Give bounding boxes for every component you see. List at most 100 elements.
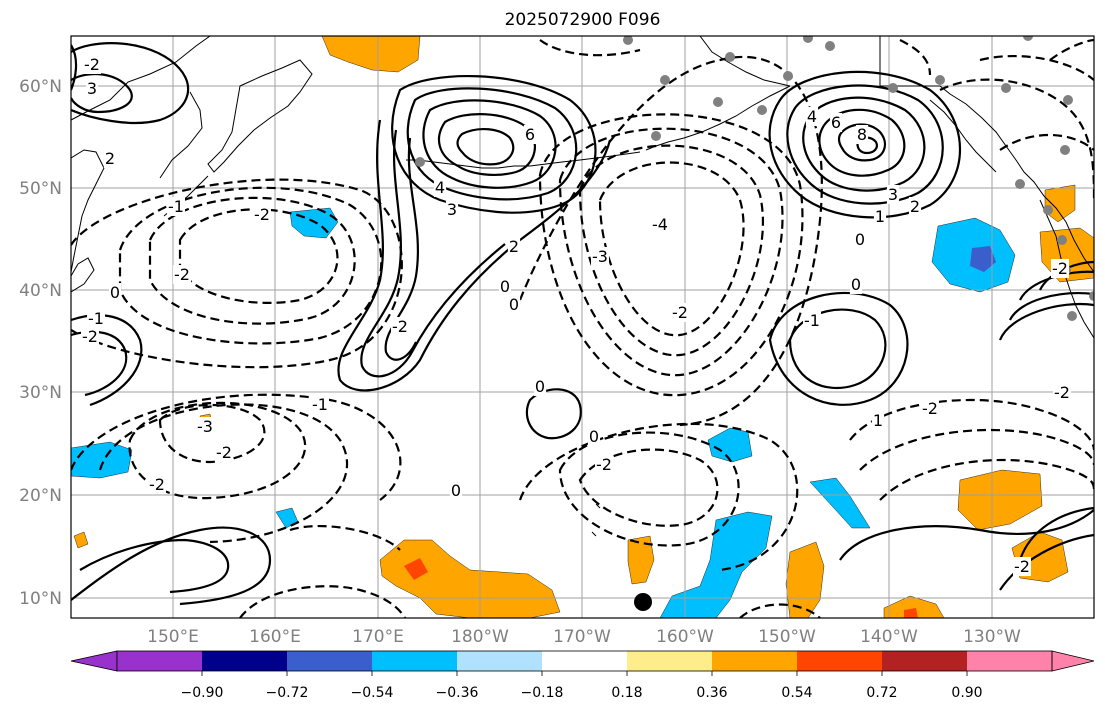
contour-solid xyxy=(802,96,926,192)
contour-solid xyxy=(839,509,1094,561)
contour-solid xyxy=(71,526,272,606)
contour-label-halo xyxy=(433,178,447,197)
contour-label: 2 xyxy=(910,197,920,216)
contour-label-halo xyxy=(173,265,191,284)
contour-label: 0 xyxy=(451,481,461,500)
honshu-coast xyxy=(71,257,95,293)
station-dot xyxy=(1063,95,1073,105)
map-title: 2025072900 F096 xyxy=(504,10,661,30)
contour-label: -2 xyxy=(596,455,612,474)
contour-label-halo xyxy=(1053,383,1071,402)
contour-label: -2 xyxy=(216,443,232,462)
colorbar-segment xyxy=(712,651,797,671)
positive-contours xyxy=(71,42,1094,606)
station-dot xyxy=(825,41,835,51)
colorbar-label: 0.54 xyxy=(781,685,812,701)
contour-solid xyxy=(818,108,906,177)
contour-dashed xyxy=(178,208,339,305)
contour-label: -2 xyxy=(82,327,98,346)
coastlines xyxy=(71,36,1094,537)
station-dot xyxy=(660,75,670,85)
contour-label: -1 xyxy=(88,309,104,328)
contour-label: 4 xyxy=(807,107,817,126)
contour-label-halo xyxy=(1051,259,1069,278)
station-dot xyxy=(1015,179,1025,189)
colorbar-segment xyxy=(627,651,712,671)
map-frame xyxy=(70,35,1095,619)
okhotsk-coast xyxy=(159,91,203,179)
lon-tick-label: 150°E xyxy=(147,627,199,647)
station-dot xyxy=(1023,36,1033,41)
contour-label: 0 xyxy=(509,295,519,314)
contour-label-halo xyxy=(595,455,613,474)
anomaly-blue-region xyxy=(659,511,773,618)
station-dot xyxy=(623,36,633,45)
station-dot xyxy=(725,52,735,62)
contour-label-halo xyxy=(196,417,214,436)
contour-label-halo xyxy=(103,149,117,168)
contour-label-halo xyxy=(871,411,885,430)
contour-label-halo xyxy=(81,327,99,346)
alaska-interior xyxy=(699,36,791,87)
contour-label: 0 xyxy=(500,277,510,296)
contour-solid xyxy=(437,113,536,176)
contour-dashed xyxy=(148,196,356,325)
colorbar-segment xyxy=(372,651,457,671)
contour-dashed xyxy=(518,55,823,427)
lon-tick-label: 180°W xyxy=(451,627,509,647)
colorbar-label: −0.36 xyxy=(436,685,479,701)
anomaly-blue-region xyxy=(71,441,133,479)
colorbar-label: 0.18 xyxy=(611,685,642,701)
contour-label: 6 xyxy=(525,125,535,144)
contour-label: -2 xyxy=(1014,557,1030,576)
contour-dashed xyxy=(899,39,932,76)
lat-tick-label: 30°N xyxy=(19,383,62,403)
contour-label-halo xyxy=(148,475,166,494)
se-alaska xyxy=(929,99,997,173)
center-marker xyxy=(634,593,652,611)
anomaly-blue-region xyxy=(809,477,871,529)
station-dot xyxy=(1057,235,1067,245)
colorbar-label: 0.36 xyxy=(696,685,727,701)
contour-label-halo xyxy=(671,303,689,322)
lon-axis-labels: 150°E 160°E 170°E 180°W 170°W 160°W 150°… xyxy=(147,627,1021,647)
contour-label-halo xyxy=(849,275,863,294)
contour-label: -2 xyxy=(922,399,938,418)
colorbar-segment xyxy=(542,651,627,671)
contour-label: 0 xyxy=(855,230,865,249)
contour-solid xyxy=(360,129,506,378)
lon-tick-label: 140°W xyxy=(860,627,918,647)
anomaly-blue-region xyxy=(707,427,753,463)
contour-label-halo xyxy=(253,205,271,224)
lat-tick-label: 40°N xyxy=(19,281,62,301)
contour-label-halo xyxy=(921,399,939,418)
asia-coastline xyxy=(71,36,211,121)
contour-dashed xyxy=(578,448,719,527)
colorbar-extend-low xyxy=(70,650,118,672)
anomaly-blue-region xyxy=(289,207,339,239)
contour-label: 0 xyxy=(851,275,861,294)
contour-label: 1 xyxy=(875,207,885,226)
anomaly-orange-region xyxy=(785,541,825,618)
contour-label-halo xyxy=(507,237,521,256)
contour-label-halo xyxy=(498,277,512,296)
station-dot xyxy=(935,75,945,85)
contour-label: -2 xyxy=(254,205,270,224)
contour-label: 0 xyxy=(589,427,599,446)
anomaly-orange-region xyxy=(627,535,655,585)
contour-label-halo xyxy=(108,283,122,302)
colorbar-extend-high xyxy=(1051,650,1095,672)
lat-tick-label: 50°N xyxy=(19,179,62,199)
alaska-coast xyxy=(879,36,1094,273)
contour-dashed xyxy=(598,161,745,337)
contours xyxy=(71,38,1094,618)
contour-solid xyxy=(788,308,887,390)
colorbar-segment xyxy=(457,651,542,671)
contour-dashed xyxy=(239,585,406,618)
anomaly-orange-region xyxy=(321,36,421,73)
colorbar-segment xyxy=(117,651,202,671)
contour-dashed xyxy=(71,178,403,369)
contour-solid xyxy=(786,84,944,205)
contour-dashed xyxy=(538,113,804,397)
